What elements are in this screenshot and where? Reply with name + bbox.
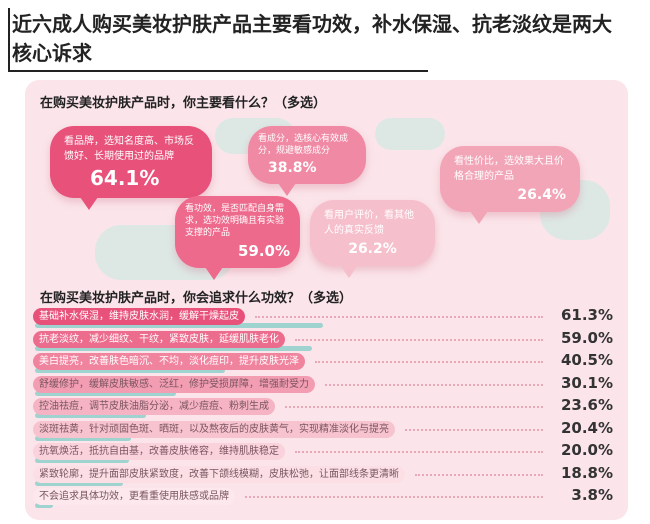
bar-value-label: 20.0% [560, 441, 613, 459]
bubble-pct: 26.4% [517, 187, 566, 203]
bar [35, 323, 324, 328]
bar-value-label: 59.0% [560, 328, 613, 347]
bar-value-label: 23.6% [560, 396, 613, 414]
bubble-pct: 38.8% [268, 160, 317, 176]
bar [35, 480, 124, 486]
bubble-value: 看性价比，选效果大且价格合理的产品 26.4% [440, 146, 580, 224]
dotted-leader [325, 383, 543, 386]
dotted-leader [405, 428, 543, 431]
bar [35, 413, 146, 418]
dotted-leader [295, 451, 543, 453]
bar [35, 368, 226, 373]
title-side-line [8, 8, 10, 72]
bar-category-label: 舒缓修护，缓解皮肤敏感、泛红，修护受损屏障，增强耐受力 [33, 375, 315, 393]
bar-row: 紧致轮廓，提升面部皮肤紧致度，改善下颌线模糊，皮肤松弛，让面部线条更清晰 18.8… [33, 463, 613, 487]
bar-category-label: 不会追求具体功效，更看重使用肤感或品牌 [33, 488, 235, 505]
bar-row: 不会追求具体功效，更看重使用肤感或品牌 3.8% [33, 486, 613, 509]
bubble-pct: 26.2% [348, 241, 397, 257]
bubble-pct: 59.0% [237, 242, 290, 260]
bar-value-label: 20.4% [560, 418, 613, 437]
decor-bubble [375, 118, 445, 150]
dotted-leader [295, 338, 543, 341]
bar-value-label: 3.8% [571, 486, 613, 504]
bar-category-label: 抗老淡纹，减少细纹、干纹，紧致皮肤，延缓肌肤老化 [33, 330, 285, 348]
bubble-text: 看性价比，选效果大且价格合理的产品 [454, 156, 564, 182]
dotted-leader [415, 473, 543, 476]
dotted-leader [255, 316, 543, 318]
bar-category-label: 抗氧焕活，抵抗自由基，改善皮肤倦容，维持肌肤稳定 [33, 443, 285, 460]
bar [35, 503, 53, 508]
bar-category-label: 控油祛痘，调节皮肤油脂分泌，减少痘痘、粉刺生成 [33, 398, 275, 415]
bar [35, 458, 129, 463]
bar-category-label: 淡斑祛黄，针对顽固色斑、晒斑，以及熬夜后的皮肤黄气，实现精准淡化与提亮 [33, 420, 395, 438]
question-1: 在购买美妆护肤产品时，你主要看什么？（多选） [40, 96, 327, 111]
page-title: 近六成人购买美妆护肤产品主要看功效，补水保湿、抗老淡纹是两大核心诉求 [12, 12, 612, 65]
bar-category-label: 基础补水保湿，维持皮肤水润，缓解干燥起皮 [33, 308, 245, 325]
bar-row: 舒缓修护，缓解皮肤敏感、泛红，修护受损屏障，增强耐受力 30.1% [33, 373, 613, 397]
bubble-text: 看品牌，选知名度高、市场反馈好、长期使用过的品牌 [64, 136, 194, 162]
title-underline [8, 70, 428, 72]
bubble-brand: 看品牌，选知名度高、市场反馈好、长期使用过的品牌 64.1% [50, 126, 212, 210]
dotted-leader [245, 496, 543, 498]
dotted-leader [315, 361, 543, 363]
dotted-leader [285, 406, 543, 408]
question-2: 在购买美妆护肤产品时，你会追求什么功效？（多选） [40, 291, 353, 306]
bar [35, 435, 131, 441]
bubble-efficacy: 看功效，是否匹配自身需求，选功效明确且有实验支撑的产品 59.0% [175, 196, 300, 280]
bubble-ingredients: 看成分，选核心有效成分，规避敏感成分 38.8% [248, 126, 366, 196]
bar-row: 淡斑祛黄，针对顽固色斑、晒斑，以及熬夜后的皮肤黄气，实现精准淡化与提亮 20.4% [33, 418, 613, 442]
bubble-text: 看功效，是否匹配自身需求，选功效明确且有实验支撑的产品 [185, 204, 285, 238]
bar [35, 390, 177, 396]
bubble-reviews: 看用户评价，看其他人的真实反馈 26.2% [310, 200, 435, 278]
bar-category-label: 紧致轮廓，提升面部皮肤紧致度，改善下颌线模糊，皮肤松弛，让面部线条更清晰 [33, 465, 405, 483]
bar-row: 基础补水保湿，维持皮肤水润，缓解干燥起皮 61.3% [33, 306, 613, 329]
bar-row: 抗老淡纹，减少细纹、干纹，紧致皮肤，延缓肌肤老化 59.0% [33, 328, 613, 352]
bar-value-label: 30.1% [560, 373, 613, 392]
bar-row: 美白提亮，改善肤色暗沉、不均，淡化痘印，提升皮肤光泽 40.5% [33, 351, 613, 374]
bubble-text: 看用户评价，看其他人的真实反馈 [324, 210, 414, 236]
bar-row: 抗氧焕活，抵抗自由基，改善皮肤倦容，维持肌肤稳定 20.0% [33, 441, 613, 464]
bubble-text: 看成分，选核心有效成分，规避敏感成分 [258, 134, 349, 156]
bubble-pct: 64.1% [90, 166, 160, 190]
bar-value-label: 18.8% [560, 463, 613, 482]
bar-row: 控油祛痘，调节皮肤油脂分泌，减少痘痘、粉刺生成 23.6% [33, 396, 613, 419]
bar-value-label: 40.5% [560, 351, 613, 369]
bar-category-label: 美白提亮，改善肤色暗沉、不均，淡化痘印，提升皮肤光泽 [33, 353, 305, 370]
bar-value-label: 61.3% [560, 306, 613, 324]
bar [35, 345, 313, 351]
